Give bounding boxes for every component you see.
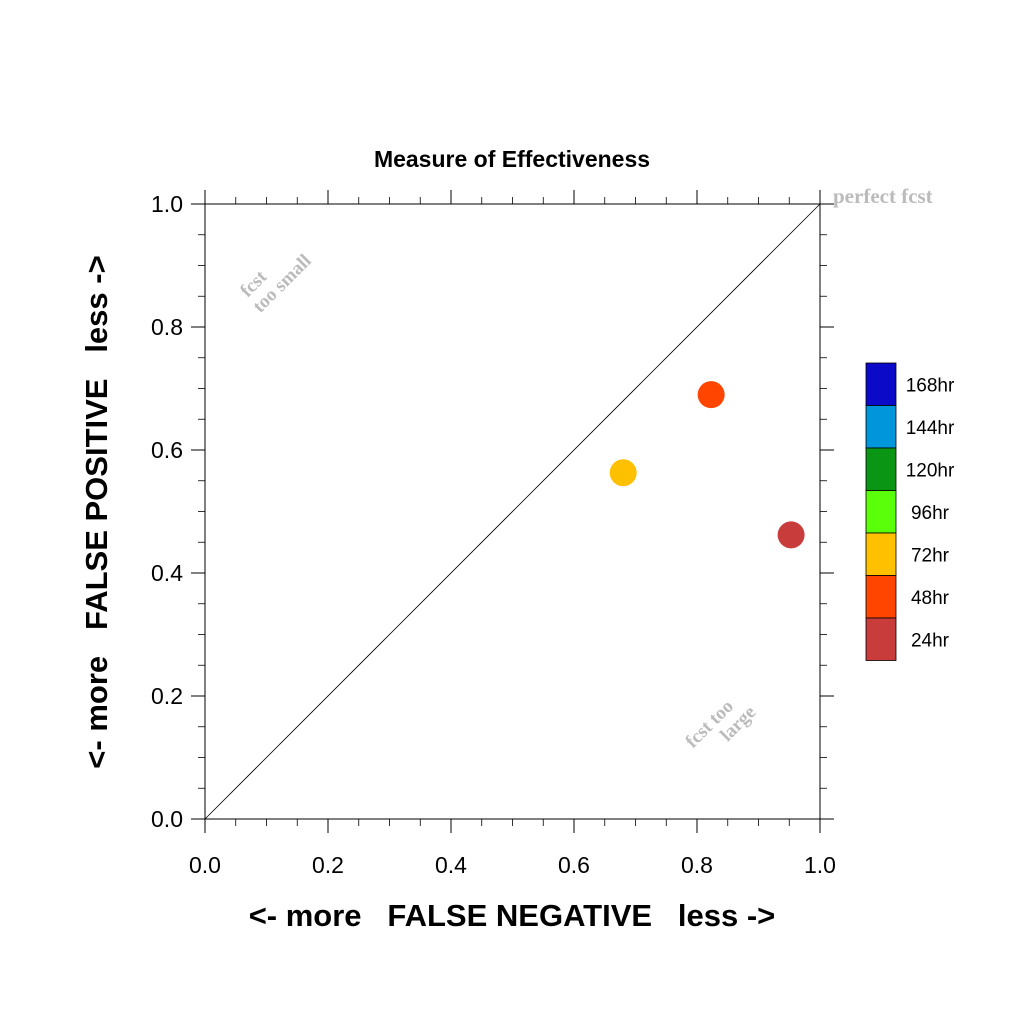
y-tick-label: 0.6 [151,437,183,463]
legend-swatch-168hr [865,362,897,406]
legend-swatch-72hr [865,532,897,576]
y-axis-label: <- more FALSE POSITIVE less -> [79,255,114,768]
legend-label-72hr: 72hr [911,545,950,566]
x-tick-label: 0.0 [189,852,221,878]
legend-label-96hr: 96hr [911,503,950,524]
legend-swatch-24hr [865,617,897,661]
x-axis-label: <- more FALSE NEGATIVE less -> [249,898,776,933]
data-points [609,381,805,549]
legend-label-168hr: 168hr [906,375,955,396]
annotation-fcst-too-small: fcst too small [235,236,316,317]
legend-label-48hr: 48hr [911,588,950,609]
chart-title: Measure of Effectiveness [374,146,650,172]
legend-swatch-144hr [865,405,897,449]
annotation-fcst-too-large: fcst too large [682,688,761,767]
legend-swatch-48hr [865,575,897,619]
point-48hr [697,381,725,409]
plot-area: 0.0 0.2 0.4 0.6 0.8 1.0 0.0 0.2 0.4 0.6 0.8 1.0 [151,190,836,878]
y-tick-label: 0.2 [151,683,183,709]
point-24hr [777,521,805,549]
axis-tick-labels: 0.0 0.2 0.4 0.6 0.8 1.0 0.0 0.2 0.4 0.6 0.8 1.0 [151,191,836,878]
point-72hr [609,459,637,487]
y-tick-label: 0.0 [151,806,183,832]
axis-ticks [191,190,834,833]
annotation-perfect-fcst: perfect fcst [833,184,933,208]
legend: 168hr 144hr 120hr 96hr 72hr 48hr 24hr [865,362,955,661]
x-tick-label: 0.2 [312,852,344,878]
legend-swatch-96hr [865,490,897,534]
x-tick-label: 1.0 [804,852,836,878]
x-tick-label: 0.8 [681,852,713,878]
legend-label-24hr: 24hr [911,630,950,651]
y-tick-label: 0.8 [151,314,183,340]
legend-label-120hr: 120hr [906,460,955,481]
x-tick-label: 0.6 [558,852,590,878]
legend-label-144hr: 144hr [906,418,955,439]
x-tick-label: 0.4 [435,852,467,878]
y-tick-label: 0.4 [151,560,183,586]
legend-swatch-120hr [865,447,897,491]
y-tick-label: 1.0 [151,191,183,217]
diagonal-reference-line [204,203,821,820]
